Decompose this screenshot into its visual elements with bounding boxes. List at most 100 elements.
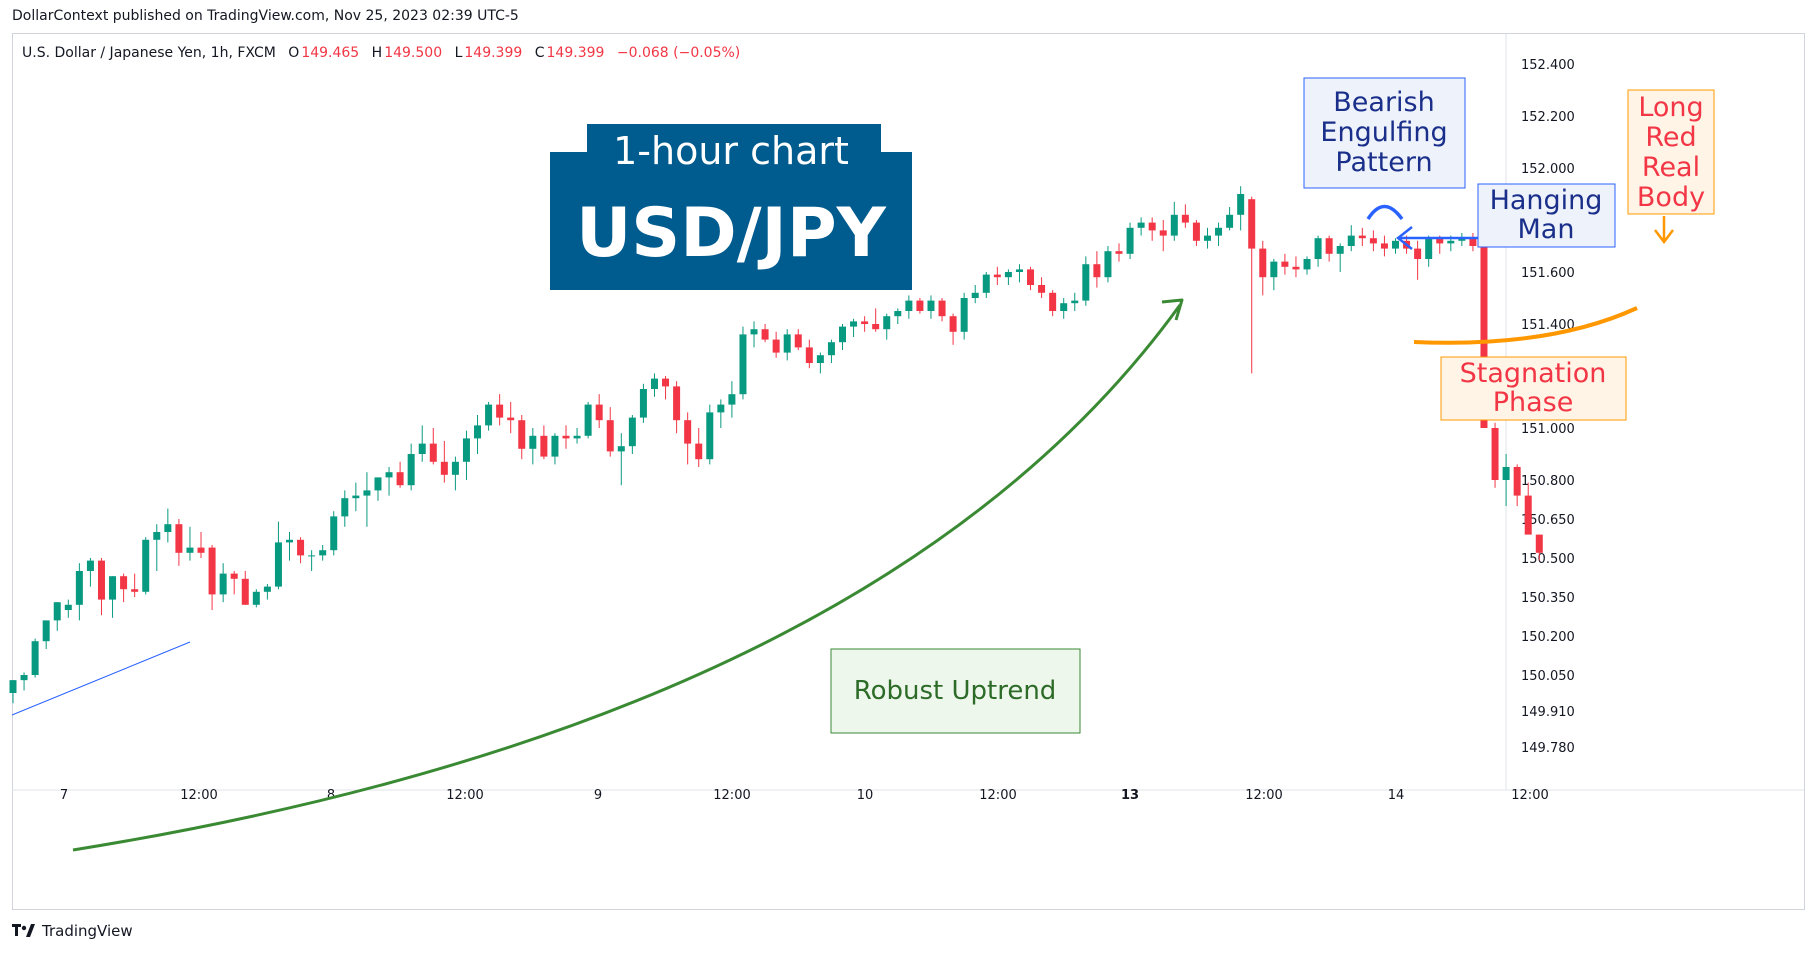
bearish-candle[interactable] bbox=[429, 443, 437, 462]
bullish-candle[interactable] bbox=[1270, 261, 1278, 278]
bearish-candle[interactable] bbox=[606, 420, 614, 452]
bearish-candle[interactable] bbox=[1292, 266, 1300, 270]
bearish-candle[interactable] bbox=[208, 547, 216, 595]
bullish-candle[interactable] bbox=[1447, 240, 1455, 244]
bearish-candle[interactable] bbox=[794, 334, 802, 348]
bearish-candle[interactable] bbox=[861, 321, 869, 324]
bullish-candle[interactable] bbox=[839, 326, 846, 343]
trendline[interactable] bbox=[11, 641, 191, 716]
bearish-candle[interactable] bbox=[175, 524, 183, 553]
bullish-candle[interactable] bbox=[363, 490, 371, 496]
bullish-candle[interactable] bbox=[617, 446, 625, 452]
bearish-candle[interactable] bbox=[241, 578, 249, 605]
bearish-candle[interactable] bbox=[1491, 428, 1499, 480]
bullish-candle[interactable] bbox=[739, 334, 747, 395]
bearish-candle[interactable] bbox=[197, 547, 205, 553]
bearish-candle[interactable] bbox=[1480, 246, 1488, 428]
bullish-candle[interactable] bbox=[474, 425, 482, 439]
bullish-candle[interactable] bbox=[1082, 264, 1090, 301]
bearish-candle[interactable] bbox=[496, 404, 504, 418]
bullish-candle[interactable] bbox=[783, 334, 791, 353]
bearish-candle[interactable] bbox=[1535, 534, 1543, 553]
bullish-candle[interactable] bbox=[1458, 238, 1466, 241]
bearish-candle[interactable] bbox=[1414, 248, 1422, 259]
bearish-candle[interactable] bbox=[562, 435, 570, 439]
bullish-candle[interactable] bbox=[1425, 238, 1433, 259]
bearish-candle[interactable] bbox=[1513, 467, 1521, 496]
bearish-candle[interactable] bbox=[518, 420, 526, 449]
bullish-candle[interactable] bbox=[142, 539, 150, 592]
bullish-candle[interactable] bbox=[1314, 238, 1322, 259]
bearish-candle[interactable] bbox=[595, 404, 603, 421]
bullish-candle[interactable] bbox=[628, 417, 636, 447]
bullish-candle[interactable] bbox=[319, 550, 327, 556]
bearish-candle[interactable] bbox=[1038, 285, 1046, 293]
bearish-candle[interactable] bbox=[1192, 222, 1200, 241]
bullish-candle[interactable] bbox=[1104, 251, 1112, 278]
bullish-candle[interactable] bbox=[451, 461, 459, 475]
bearish-candle[interactable] bbox=[949, 316, 957, 332]
bullish-candle[interactable] bbox=[1226, 214, 1234, 228]
bullish-candle[interactable] bbox=[584, 404, 592, 436]
bullish-candle[interactable] bbox=[1071, 300, 1079, 304]
bullish-candle[interactable] bbox=[186, 547, 194, 553]
bearish-candle[interactable] bbox=[662, 378, 670, 387]
bullish-candle[interactable] bbox=[850, 321, 858, 327]
bullish-candle[interactable] bbox=[529, 435, 537, 449]
bearish-candle[interactable] bbox=[695, 443, 703, 460]
bearish-candle[interactable] bbox=[673, 386, 681, 421]
bullish-candle[interactable] bbox=[418, 443, 426, 454]
bullish-candle[interactable] bbox=[1215, 227, 1223, 236]
bearish-candle[interactable] bbox=[1093, 264, 1101, 278]
bearish-candle[interactable] bbox=[1248, 199, 1256, 249]
bullish-candle[interactable] bbox=[1060, 303, 1068, 311]
bullish-candle[interactable] bbox=[219, 573, 227, 595]
bullish-candle[interactable] bbox=[816, 355, 824, 363]
bullish-candle[interactable] bbox=[971, 292, 979, 298]
bearish-candle[interactable] bbox=[120, 576, 128, 590]
bearish-candle[interactable] bbox=[1115, 251, 1123, 254]
bearish-candle[interactable] bbox=[1358, 235, 1366, 239]
bullish-candle[interactable] bbox=[286, 539, 293, 543]
bullish-candle[interactable] bbox=[883, 316, 891, 330]
bullish-candle[interactable] bbox=[706, 412, 714, 460]
bullish-candle[interactable] bbox=[717, 404, 725, 413]
bullish-candle[interactable] bbox=[9, 680, 17, 693]
bullish-candle[interactable] bbox=[905, 300, 913, 311]
bullish-candle[interactable] bbox=[153, 532, 161, 540]
bullish-candle[interactable] bbox=[1137, 222, 1145, 228]
bullish-candle[interactable] bbox=[1347, 235, 1355, 246]
bearish-candle[interactable] bbox=[507, 417, 515, 421]
bullish-candle[interactable] bbox=[341, 498, 349, 517]
bearish-candle[interactable] bbox=[993, 274, 1001, 278]
bullish-candle[interactable] bbox=[330, 516, 338, 551]
bearish-candle[interactable] bbox=[805, 347, 813, 363]
bearish-candle[interactable] bbox=[938, 300, 946, 317]
bullish-candle[interactable] bbox=[1004, 272, 1012, 278]
bullish-candle[interactable] bbox=[1502, 467, 1510, 480]
bullish-candle[interactable] bbox=[639, 389, 647, 418]
bearish-candle[interactable] bbox=[131, 589, 139, 592]
bullish-candle[interactable] bbox=[462, 438, 470, 462]
bullish-candle[interactable] bbox=[750, 329, 758, 335]
bearish-candle[interactable] bbox=[230, 573, 238, 579]
bullish-candle[interactable] bbox=[927, 300, 935, 311]
bullish-candle[interactable] bbox=[374, 477, 382, 491]
bearish-candle[interactable] bbox=[772, 339, 780, 353]
bullish-candle[interactable] bbox=[1126, 227, 1134, 254]
bearish-candle[interactable] bbox=[684, 420, 692, 444]
bearish-candle[interactable] bbox=[1027, 269, 1035, 285]
bearish-candle[interactable] bbox=[1159, 230, 1167, 236]
bearish-candle[interactable] bbox=[1436, 238, 1444, 244]
bearish-candle[interactable] bbox=[761, 329, 769, 340]
bullish-candle[interactable] bbox=[960, 298, 968, 332]
bullish-candle[interactable] bbox=[1336, 246, 1344, 254]
bullish-candle[interactable] bbox=[263, 586, 271, 592]
bearish-candle[interactable] bbox=[1181, 214, 1189, 223]
bullish-candle[interactable] bbox=[1015, 269, 1023, 272]
bullish-candle[interactable] bbox=[982, 274, 990, 293]
bullish-candle[interactable] bbox=[650, 378, 658, 389]
bullish-candle[interactable] bbox=[109, 576, 117, 600]
bullish-candle[interactable] bbox=[1203, 235, 1211, 241]
